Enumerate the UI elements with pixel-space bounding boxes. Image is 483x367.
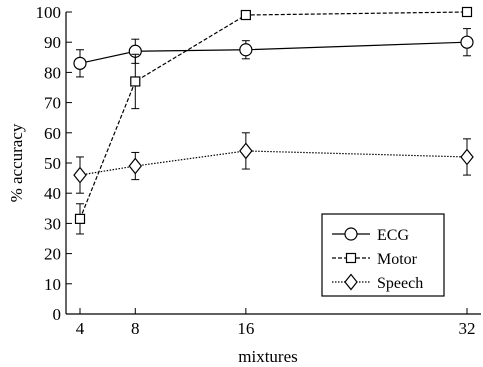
legend-swatch-marker [344, 227, 358, 241]
legend-label: Speech [377, 275, 423, 292]
legend-label: Motor [377, 251, 418, 268]
motor-point [130, 76, 141, 87]
ecg-point [73, 56, 87, 70]
legend-item-speech: Speech [332, 273, 423, 292]
plot-area [73, 6, 474, 235]
motor-line [79, 11, 468, 220]
y-tick-label: 0 [53, 305, 62, 324]
speech-line [79, 150, 468, 176]
series-motor [74, 6, 473, 235]
legend-item-motor: Motor [332, 251, 418, 268]
x-axis: 4 8 16 32 [76, 308, 476, 338]
y-axis: 0 10 20 30 40 50 60 70 80 90 100 [36, 3, 72, 324]
speech-point [128, 157, 143, 175]
speech-point [239, 142, 253, 160]
speech-point [73, 166, 87, 184]
ecg-point [460, 35, 474, 49]
legend-swatch-marker [345, 252, 357, 264]
y-tick-label: 20 [44, 245, 61, 264]
legend-label: ECG [377, 227, 409, 244]
series-ecg [73, 28, 474, 78]
ecg-line [79, 41, 468, 64]
legend: ECG Motor Speech [321, 213, 445, 297]
x-tick-label: 4 [76, 319, 85, 338]
y-tick-label: 40 [44, 184, 61, 203]
y-tick-label: 90 [44, 33, 61, 52]
ecg-point [239, 43, 253, 57]
motor-point [74, 213, 86, 224]
x-tick-label: 8 [131, 319, 140, 338]
y-tick-label: 50 [44, 154, 61, 173]
x-tick-label: 32 [459, 319, 476, 338]
speech-point [460, 148, 474, 166]
y-tick-label: 100 [36, 3, 62, 22]
motor-point [461, 6, 473, 18]
legend-box [321, 213, 445, 297]
y-tick-label: 10 [44, 275, 61, 294]
legend-item-ecg: ECG [332, 227, 409, 244]
y-tick-label: 60 [44, 124, 61, 143]
x-axis-label: mixtures [238, 347, 298, 366]
y-tick-label: 80 [44, 63, 61, 82]
legend-swatch-marker [344, 273, 358, 291]
motor-point [240, 9, 251, 21]
y-tick-label: 70 [44, 94, 61, 113]
x-tick-label: 16 [237, 319, 254, 338]
y-axis-label: % accuracy [7, 123, 26, 202]
series-speech [73, 132, 474, 194]
y-tick-label: 30 [44, 214, 61, 233]
